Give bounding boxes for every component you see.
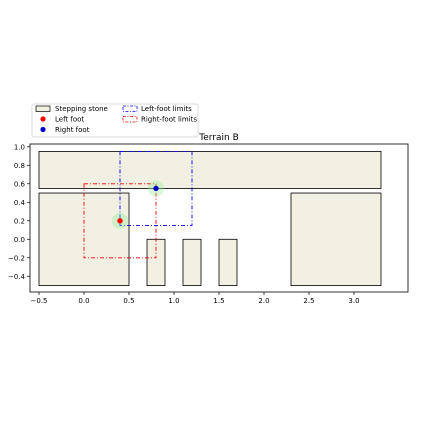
- legend-label-right-foot: Right foot: [55, 126, 90, 134]
- stepping-stone-6: [290, 192, 382, 286]
- legend-swatch-stones: [35, 105, 51, 112]
- legend-swatch-right-foot: [40, 126, 46, 133]
- y-tick-label: 0.0: [14, 236, 25, 244]
- legend-label-left-limits: Left-foot limits: [141, 105, 192, 113]
- y-tick-label: 1.0: [14, 143, 25, 151]
- x-tick-label: −0.5: [31, 297, 48, 305]
- x-tick-label: 0.5: [123, 297, 134, 305]
- legend: Stepping stone Left foot Right foot Left…: [31, 103, 199, 138]
- right-foot-limits: [83, 183, 157, 259]
- y-tick-label: 0.6: [14, 180, 26, 188]
- y-tick-label: −0.4: [8, 273, 26, 281]
- left-foot-point: [117, 218, 123, 224]
- y-tick-label: −0.2: [8, 254, 25, 262]
- x-tick-label: 1.0: [168, 297, 179, 305]
- legend-label-right-limits: Right-foot limits: [141, 116, 197, 124]
- x-axis-ticks: −0.5 0.0 0.5 1.0 1.5 2.0 2.5 3.0: [31, 292, 360, 305]
- chart-title: Terrain B: [198, 133, 239, 143]
- stepping-stone-1: [38, 150, 382, 189]
- y-tick-label: 0.8: [14, 162, 25, 170]
- legend-label-stones: Stepping stone: [55, 105, 108, 113]
- legend-label-left-foot: Left foot: [55, 116, 84, 124]
- y-axis-ticks: −0.4 −0.2 0.0 0.2 0.4 0.6 0.8 1.0: [8, 143, 30, 281]
- y-tick-label: 0.2: [14, 217, 25, 225]
- left-foot-limits: [119, 150, 193, 226]
- x-tick-label: 0.0: [78, 297, 89, 305]
- plot-content: [38, 150, 382, 286]
- legend-swatch-right-limits: [122, 116, 138, 123]
- x-tick-label: 2.0: [258, 297, 269, 305]
- stepping-stone-3: [146, 238, 166, 286]
- legend-swatch-left-foot: [40, 116, 46, 122]
- stepping-stone-5: [218, 238, 238, 286]
- right-foot-point: [153, 185, 159, 192]
- legend-frame: [31, 103, 199, 138]
- x-tick-label: 1.5: [213, 297, 224, 305]
- y-tick-label: 0.4: [14, 199, 26, 207]
- x-tick-label: 2.5: [303, 297, 314, 305]
- legend-swatch-left-limits: [122, 105, 138, 112]
- stepping-stone-4: [182, 238, 202, 286]
- x-tick-label: 3.0: [348, 297, 359, 305]
